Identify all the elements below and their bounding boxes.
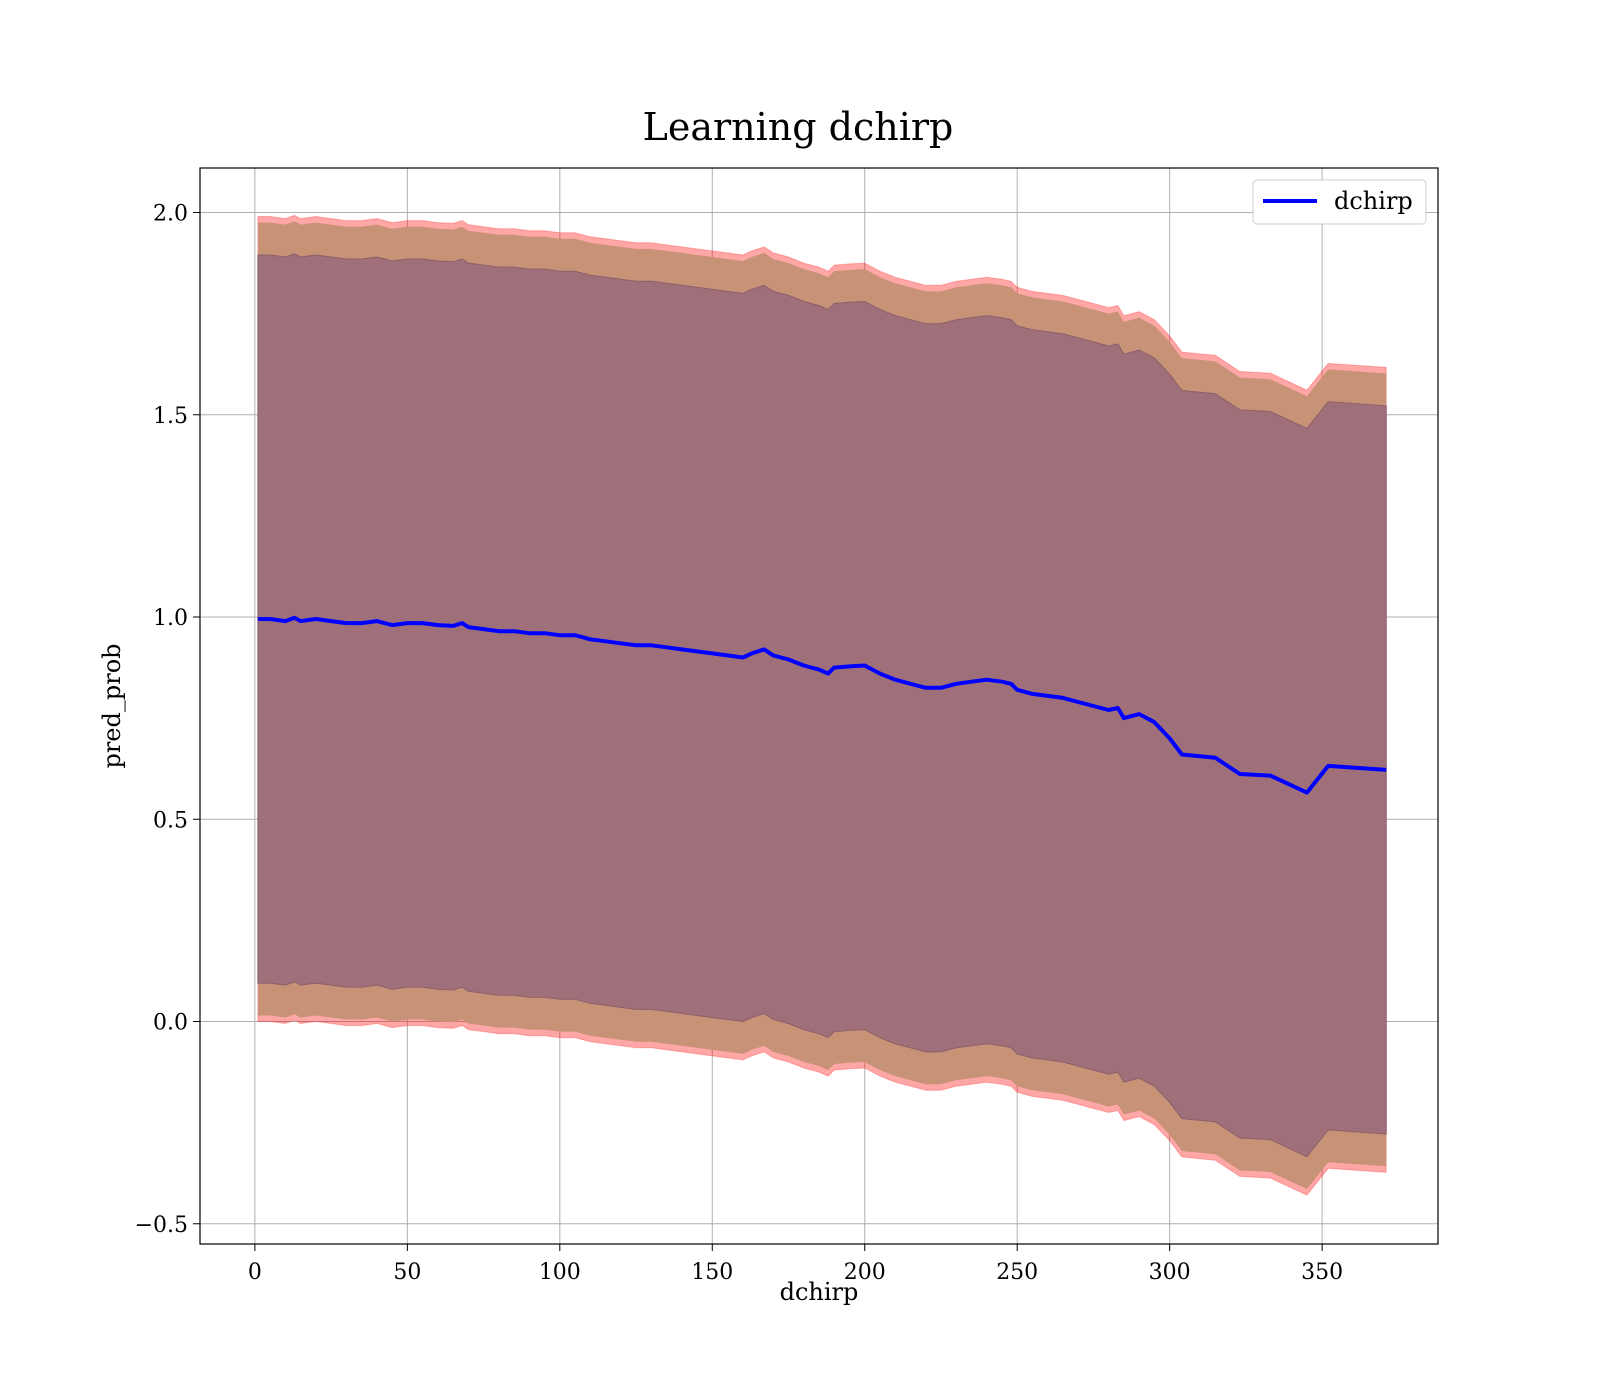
x-tick-label: 100 [539, 1260, 581, 1285]
x-tick-label: 300 [1149, 1260, 1191, 1285]
legend-label-dchirp: dchirp [1334, 187, 1413, 215]
legend: dchirp [1252, 179, 1427, 225]
legend-box [1252, 179, 1427, 225]
y-tick-label: 0.5 [153, 808, 188, 833]
x-tick-label: 50 [393, 1260, 421, 1285]
chart-title: Learning dchirp [643, 105, 954, 149]
series-layer [257, 615, 1387, 795]
inner-band [257, 253, 1387, 1158]
y-tick-label: 1.0 [153, 606, 188, 631]
y-tick-label: −0.5 [135, 1213, 188, 1238]
x-tick-label: 0 [248, 1260, 262, 1285]
plot-frame [199, 167, 1439, 1245]
series-line-dchirp [257, 615, 1387, 795]
confidence-bands [257, 214, 1387, 1196]
y-tick-label: 1.5 [153, 404, 188, 429]
y-tick-label: 0.0 [153, 1011, 188, 1036]
x-tick-label: 350 [1301, 1260, 1343, 1285]
x-tick-label: 150 [691, 1260, 733, 1285]
x-tick-label: 200 [844, 1260, 886, 1285]
x-axis-ticks: 0 50 100 150 200 250 300 350 [248, 1244, 1343, 1285]
y-axis-ticks: −0.5 0.0 0.5 1.0 1.5 2.0 [135, 201, 200, 1238]
x-axis-label: dchirp [780, 1278, 859, 1306]
x-tick-label: 250 [996, 1260, 1038, 1285]
y-tick-label: 2.0 [153, 201, 188, 226]
y-axis-label: pred_prob [98, 643, 126, 768]
